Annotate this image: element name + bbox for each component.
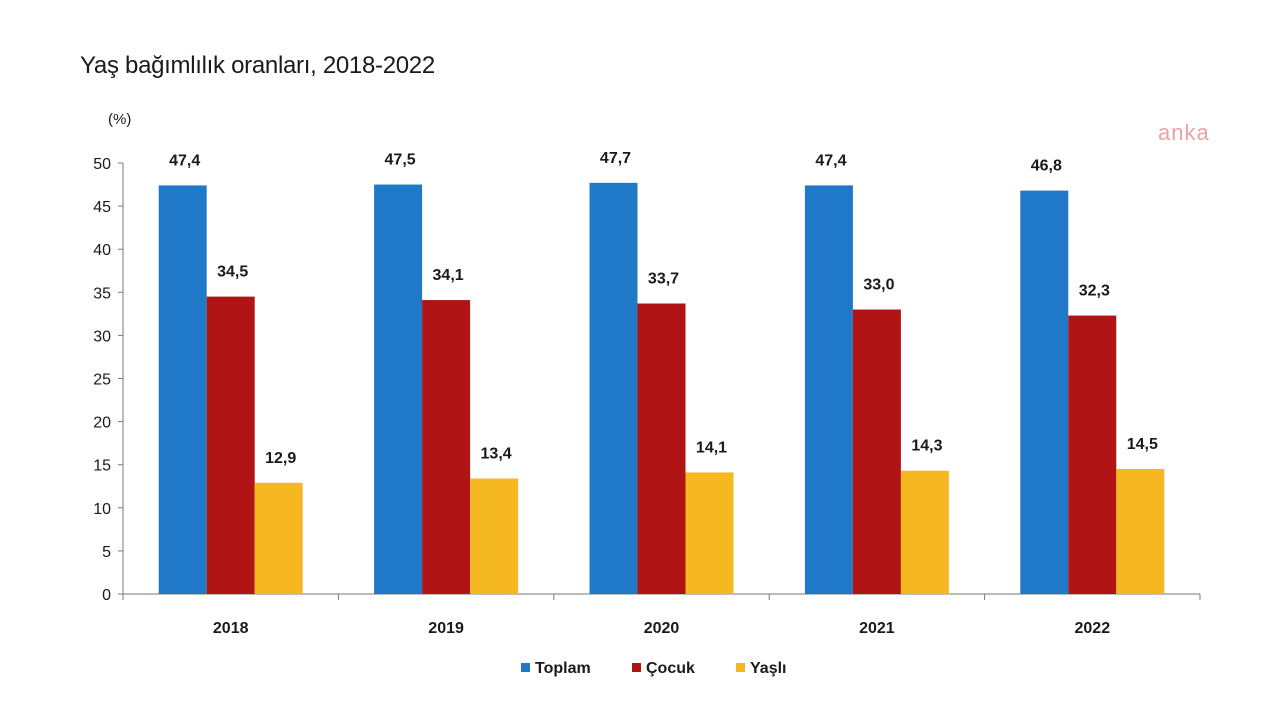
bar-çocuk-2018 <box>206 296 255 594</box>
bar-yaşlı-2022 <box>1116 469 1165 594</box>
bar-çocuk-2021 <box>852 309 901 594</box>
data-label: 34,5 <box>217 264 248 281</box>
legend-swatch-çocuk <box>632 663 641 672</box>
bar-toplam-2018 <box>158 185 207 595</box>
bar-çocuk-2020 <box>637 303 686 594</box>
legend-label: Yaşlı <box>750 660 786 677</box>
y-tick-label: 50 <box>93 156 111 173</box>
x-tick-label: 2019 <box>428 620 464 637</box>
legend-swatch-toplam <box>521 663 530 672</box>
legend-label: Toplam <box>535 660 591 677</box>
bar-toplam-2020 <box>589 182 638 595</box>
y-axis-unit: (%) <box>108 111 131 128</box>
x-tick-label: 2022 <box>1075 620 1111 637</box>
data-labels-group: 47,4 34,5 12,9 47,5 34,1 13,4 47,7 33,7 14,1 47,4… <box>169 150 1158 467</box>
bar-toplam-2021 <box>804 185 853 595</box>
y-tick-label: 35 <box>93 285 111 302</box>
bar-yaşlı-2021 <box>900 470 949 594</box>
bar-toplam-2022 <box>1020 190 1069 595</box>
watermark-logo: anka <box>1158 120 1210 145</box>
y-tick-label: 0 <box>102 587 111 604</box>
legend-swatch-yaşlı <box>736 663 745 672</box>
data-label: 12,9 <box>265 450 296 467</box>
data-label: 47,5 <box>385 152 416 169</box>
y-tick-label: 5 <box>102 544 111 561</box>
legend: Toplam Çocuk Yaşlı <box>521 660 786 677</box>
data-label: 14,3 <box>911 438 942 455</box>
data-label: 14,1 <box>696 439 727 456</box>
x-tick-label: 2021 <box>859 620 895 637</box>
data-label: 47,7 <box>600 150 631 167</box>
x-tick-label: 2020 <box>644 620 680 637</box>
y-tick-label: 30 <box>93 328 111 345</box>
y-tick-label: 10 <box>93 501 111 518</box>
bar-toplam-2019 <box>374 184 423 595</box>
y-tick-label: 20 <box>93 415 111 432</box>
legend-label: Çocuk <box>646 660 695 677</box>
y-tick-label: 25 <box>93 372 111 389</box>
data-label: 34,1 <box>433 267 464 284</box>
data-label: 14,5 <box>1127 436 1158 453</box>
data-label: 13,4 <box>481 445 512 462</box>
bar-çocuk-2022 <box>1068 315 1117 594</box>
data-label: 47,4 <box>169 152 200 169</box>
data-label: 32,3 <box>1079 283 1110 300</box>
bar-yaşlı-2018 <box>254 482 303 594</box>
data-label: 33,7 <box>648 271 679 288</box>
bars-group <box>158 182 1165 595</box>
y-tick-label: 45 <box>93 199 111 216</box>
x-tick-label: 2018 <box>213 620 249 637</box>
bar-yaşlı-2020 <box>685 472 734 594</box>
chart-title: Yaş bağımlılık oranları, 2018-2022 <box>80 52 435 79</box>
y-tick-label: 40 <box>93 242 111 259</box>
bar-çocuk-2019 <box>422 300 471 594</box>
bar-yaşlı-2019 <box>470 478 519 594</box>
y-tick-label: 15 <box>93 458 111 475</box>
data-label: 46,8 <box>1031 158 1062 175</box>
data-label: 33,0 <box>863 277 894 294</box>
data-label: 47,4 <box>815 152 846 169</box>
chart-axes: 0 5 10 15 20 25 30 35 40 45 50 2018 2019 2020 2021 2022 <box>93 156 1201 637</box>
